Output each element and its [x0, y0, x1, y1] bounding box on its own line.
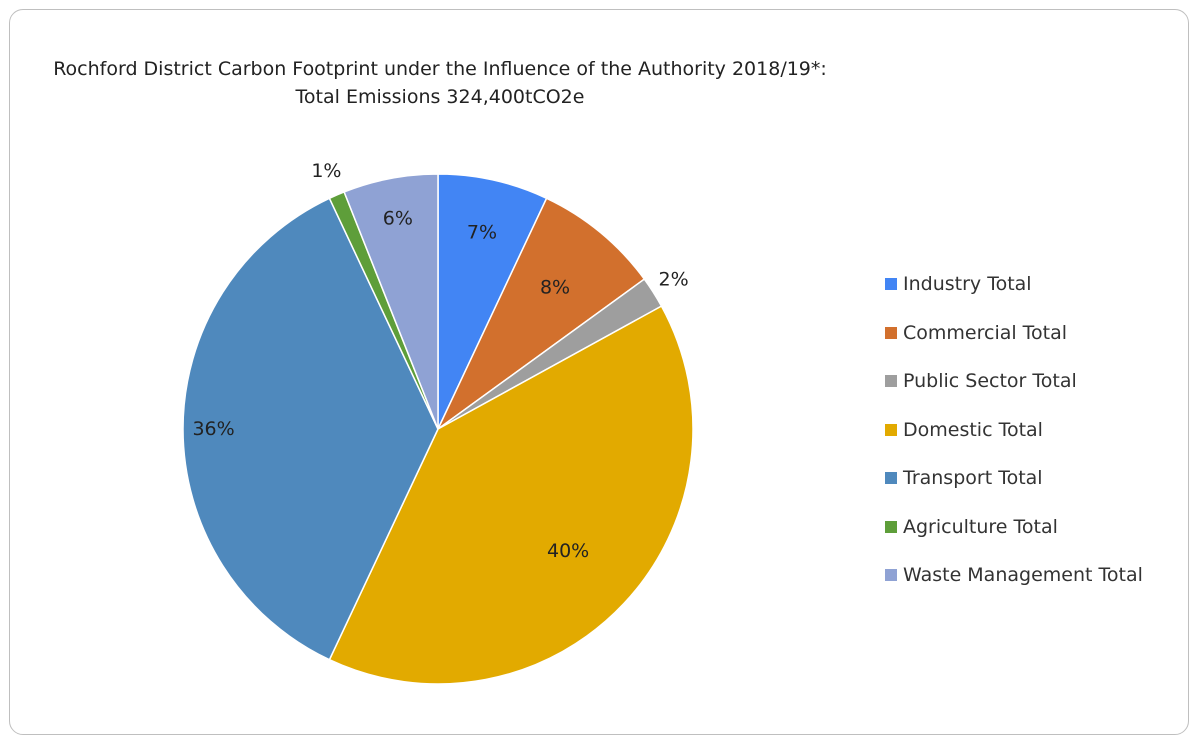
data-label-waste-management-total: 6%	[383, 208, 413, 230]
chart-title-line-1: Rochford District Carbon Footprint under…	[53, 58, 827, 80]
legend-label: Public Sector Total	[903, 370, 1077, 392]
data-label-industry-total: 7%	[467, 221, 497, 243]
pie-slice-domestic-total	[328, 305, 694, 685]
legend-item: Agriculture Total	[885, 511, 1143, 543]
data-label-public-sector-total: 2%	[658, 269, 688, 291]
legend-swatch	[885, 569, 897, 581]
legend-swatch	[885, 423, 897, 436]
legend-item: Commercial Total	[885, 317, 1143, 349]
legend-swatch	[885, 472, 897, 484]
pie-slice-industry-total	[437, 173, 548, 430]
data-label-commercial-total: 8%	[540, 277, 570, 299]
legend-item: Industry Total	[885, 268, 1143, 300]
legend-label: Industry Total	[903, 273, 1032, 295]
data-label-agriculture-total: 1%	[311, 160, 341, 182]
pie-slice-transport-total	[182, 197, 439, 661]
chart-title: Rochford District Carbon Footprint under…	[0, 55, 880, 111]
pie-slice-commercial-total	[437, 197, 646, 430]
legend-item: Public Sector Total	[885, 365, 1143, 397]
pie-slice-waste-management-total	[343, 173, 439, 430]
legend-label: Commercial Total	[903, 321, 1068, 344]
legend-label: Agriculture Total	[903, 515, 1058, 538]
legend-swatch	[885, 520, 897, 533]
legend-swatch	[885, 326, 897, 339]
legend-label: Domestic Total	[903, 418, 1043, 441]
data-label-transport-total: 36%	[192, 418, 234, 440]
legend-label: Waste Management Total	[903, 564, 1143, 586]
legend-swatch	[885, 375, 897, 387]
chart-subtitle: Total Emissions 324,400tCO2e	[295, 86, 585, 108]
legend-label: Transport Total	[903, 467, 1043, 489]
legend-item: Domestic Total	[885, 414, 1143, 446]
legend-swatch	[885, 278, 897, 290]
data-label-domestic-total: 40%	[547, 540, 589, 562]
legend-item: Transport Total	[885, 462, 1143, 494]
legend-item: Waste Management Total	[885, 559, 1143, 591]
chart-legend: Industry Total Commercial Total Public Sec…	[885, 268, 1143, 608]
